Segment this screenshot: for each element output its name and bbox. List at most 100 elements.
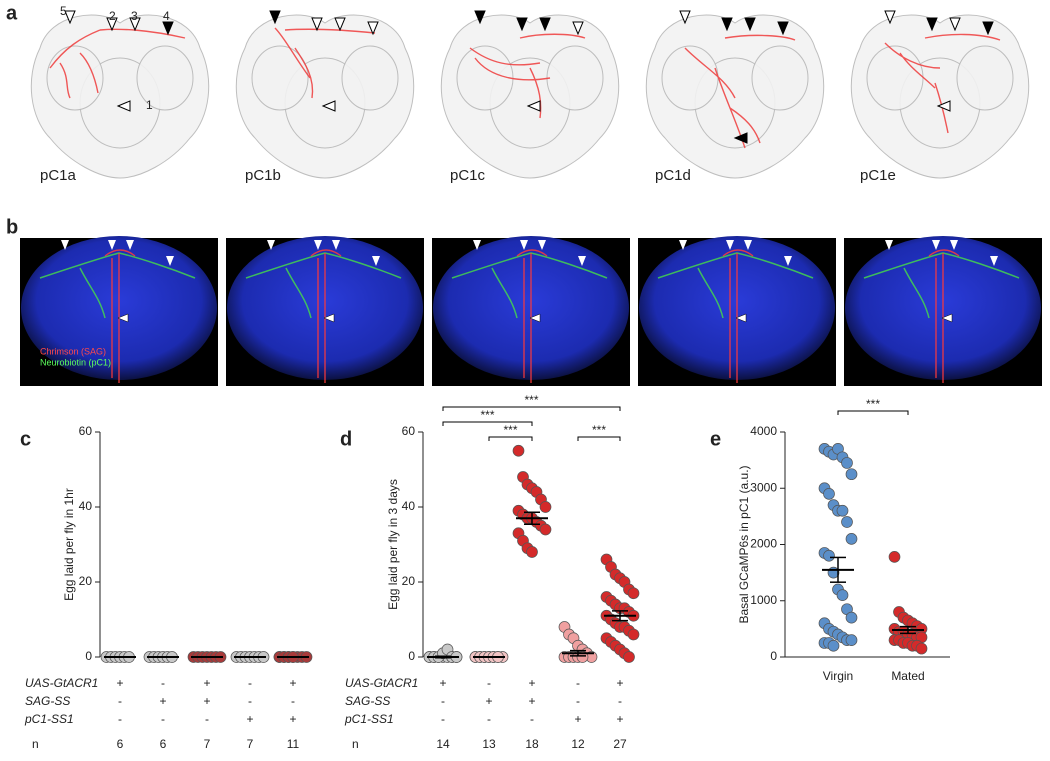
arrowhead xyxy=(936,100,951,112)
data-point xyxy=(823,549,835,562)
arrowhead xyxy=(726,240,734,250)
brain-lobe xyxy=(46,45,104,111)
arrowhead xyxy=(367,21,379,36)
brain-lobe xyxy=(456,45,514,111)
arrowhead xyxy=(982,21,994,36)
y-axis-label: Egg laid per fly in 1hr xyxy=(62,488,76,601)
arrowhead xyxy=(932,240,940,250)
image-label: pC1a xyxy=(40,167,77,184)
arrowhead xyxy=(64,10,76,25)
arrowhead xyxy=(679,240,687,250)
confocal-image xyxy=(638,236,836,386)
genotype-sign: - xyxy=(291,694,295,708)
y-tick-label: 3000 xyxy=(750,480,777,494)
image-label: pC1d xyxy=(655,167,691,184)
y-tick-label: 2000 xyxy=(750,537,777,551)
panel-letter: c xyxy=(20,428,31,450)
row-label: SAG-SS xyxy=(345,694,390,708)
significance-bracket xyxy=(577,436,621,441)
data-point xyxy=(623,651,635,663)
panel-letter: a xyxy=(6,2,18,24)
data-point xyxy=(526,546,538,558)
arrowhead xyxy=(578,256,586,266)
row-label: pC1-SS1 xyxy=(24,712,74,726)
genotype-sign: - xyxy=(576,694,580,708)
significance-bracket xyxy=(442,421,533,426)
arrow-number: 4 xyxy=(163,9,170,23)
data-point xyxy=(627,587,640,600)
n-value: 12 xyxy=(571,737,585,751)
neuron xyxy=(884,33,1001,134)
n-value: 18 xyxy=(525,737,539,751)
brain-lobe xyxy=(866,45,924,111)
row-label: UAS-GtACR1 xyxy=(345,676,418,690)
genotype-sign: - xyxy=(441,694,445,708)
brain-lobe xyxy=(546,45,604,111)
arrowhead xyxy=(733,132,748,144)
row-label: UAS-GtACR1 xyxy=(25,676,98,690)
genotype-sign: + xyxy=(116,676,123,690)
y-tick-label: 20 xyxy=(402,574,416,588)
y-axis-label: Basal GCaMP6s in pC1 (a.u.) xyxy=(737,465,751,623)
arrowhead xyxy=(116,100,131,112)
arrowhead xyxy=(269,10,281,25)
y-axis-label: Egg laid per fly in 3 days xyxy=(386,479,400,610)
data-point xyxy=(836,504,849,517)
n-label: n xyxy=(352,737,359,751)
y-tick-label: 20 xyxy=(79,574,93,588)
arrowhead xyxy=(267,240,275,250)
brain-lobe xyxy=(341,45,399,111)
significance-label: *** xyxy=(866,397,880,411)
brain-image: pC1e xyxy=(850,10,1030,184)
genotype-sign: - xyxy=(618,694,622,708)
genotype-sign: + xyxy=(528,676,535,690)
arrowhead xyxy=(372,256,380,266)
genotype-sign: + xyxy=(528,694,535,708)
arrowhead xyxy=(162,21,174,36)
arrowhead xyxy=(311,17,323,32)
panel-letter: d xyxy=(340,428,352,450)
y-tick-label: 1000 xyxy=(750,593,777,607)
genotype-sign: - xyxy=(205,712,209,726)
arrowhead xyxy=(949,17,961,32)
genotype-sign: - xyxy=(118,694,122,708)
brain-lobe xyxy=(136,45,194,111)
image-label: pC1e xyxy=(860,167,896,184)
arrowhead xyxy=(950,240,958,250)
genotype-sign: - xyxy=(161,676,165,690)
arrowhead xyxy=(572,21,584,36)
arrowhead xyxy=(538,240,546,250)
arrow-number: 2 xyxy=(109,9,116,23)
n-value: 27 xyxy=(613,737,627,751)
arrowhead xyxy=(166,256,174,266)
significance-label: *** xyxy=(480,408,494,422)
data-point xyxy=(539,523,552,536)
genotype-sign: - xyxy=(530,712,534,726)
panel-letter: b xyxy=(6,216,18,238)
confocal-image xyxy=(20,236,218,386)
data-point xyxy=(888,551,901,563)
arrowhead xyxy=(990,256,998,266)
neuron xyxy=(684,34,796,149)
arrowhead xyxy=(321,100,336,112)
data-point xyxy=(827,639,840,652)
arrowhead xyxy=(474,10,486,25)
data-point xyxy=(512,444,525,457)
data-point xyxy=(845,634,858,646)
arrowhead xyxy=(735,313,747,323)
n-value: 7 xyxy=(247,737,254,751)
brain-lobe xyxy=(751,45,809,111)
genotype-sign: + xyxy=(439,676,446,690)
neuron xyxy=(469,33,586,119)
image-label: pC1c xyxy=(450,167,486,184)
genotype-sign: - xyxy=(161,712,165,726)
image-label: pC1b xyxy=(245,167,281,184)
significance-label: *** xyxy=(524,393,538,407)
n-value: 13 xyxy=(482,737,496,751)
arrowhead xyxy=(529,313,541,323)
data-point xyxy=(539,501,552,513)
genotype-sign: - xyxy=(487,712,491,726)
confocal-image xyxy=(432,236,630,386)
confocal-image xyxy=(226,236,424,386)
